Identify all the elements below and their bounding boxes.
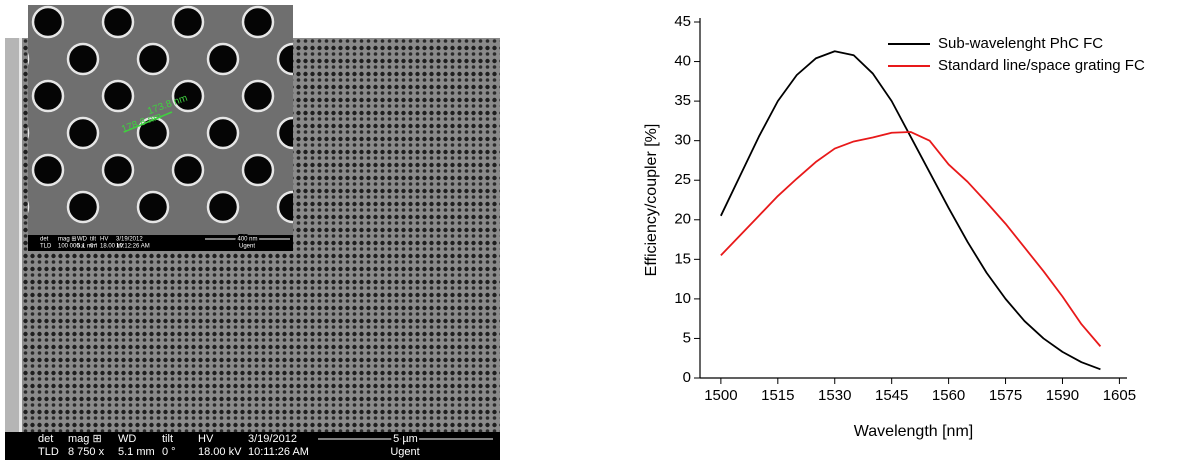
hole: [66, 190, 100, 224]
y-tick-label: 20: [674, 211, 691, 228]
lab-name: Ugent: [239, 244, 255, 250]
y-axis-label: Efficiency/coupler [%]: [643, 124, 660, 277]
info-header: tilt: [90, 237, 96, 243]
lab-name: Ugent: [390, 446, 419, 458]
info-value: TLD: [40, 244, 52, 250]
info-header: tilt: [162, 433, 173, 445]
y-tick-label: 35: [674, 92, 691, 109]
hole: [206, 116, 240, 150]
info-header: WD: [118, 433, 136, 445]
info-value: 100 000 x: [58, 244, 84, 250]
info-value: 10:12:26 AM: [116, 244, 150, 250]
hole: [31, 79, 65, 113]
hole: [241, 153, 275, 187]
hole: [276, 190, 293, 224]
hole: [171, 153, 205, 187]
hole: [171, 79, 205, 113]
hole: [136, 190, 170, 224]
info-value: 18.00 kV: [100, 244, 124, 250]
sem-inset: 173.8 nm 178.8 nm: [28, 5, 293, 251]
info-value: 10:11:26 AM: [248, 446, 309, 458]
series-line: [720, 50, 1101, 371]
info-value: TLD: [38, 446, 59, 458]
scale-label: 400 nm: [237, 237, 257, 243]
legend-label: Sub-wavelenght PhC FC: [938, 35, 1103, 52]
y-tick-label: 5: [683, 329, 691, 346]
hole: [171, 5, 205, 39]
x-tick-label: 1500: [704, 387, 737, 404]
x-tick-label: 1605: [1103, 387, 1136, 404]
y-tick-label: 30: [674, 132, 691, 149]
hole: [101, 153, 135, 187]
hole: [136, 116, 170, 150]
edge-highlight: [19, 38, 22, 432]
info-header: 3/19/2012: [248, 433, 297, 445]
x-tick-label: 1575: [989, 387, 1022, 404]
hole: [241, 5, 275, 39]
info-value: 8 750 x: [68, 446, 105, 458]
hole: [136, 42, 170, 76]
hole: [66, 42, 100, 76]
info-header: mag ⊞: [68, 433, 102, 445]
info-value: 0 °: [162, 446, 176, 458]
x-tick-label: 1545: [875, 387, 908, 404]
info-value: 0 °: [90, 244, 98, 250]
info-header: 3/19/2012: [116, 237, 143, 243]
hole: [101, 5, 135, 39]
info-header: HV: [198, 433, 214, 445]
info-value: 5.1 mm: [77, 244, 97, 250]
info-value: 5.1 mm: [118, 446, 155, 458]
y-tick-label: 0: [683, 369, 691, 386]
x-tick-label: 1515: [761, 387, 794, 404]
info-header: det: [38, 433, 53, 445]
hole: [31, 153, 65, 187]
hole: [66, 116, 100, 150]
hole: [206, 190, 240, 224]
legend-label: Standard line/space grating FC: [938, 57, 1145, 74]
x-tick-label: 1590: [1046, 387, 1079, 404]
info-header: mag ⊞: [58, 237, 76, 243]
y-tick-label: 40: [674, 53, 691, 70]
hole: [31, 5, 65, 39]
plot: 0 5 10 15 20 25 30 35 40 45 1500 1515 1530 1545 1560 15…: [643, 13, 1145, 440]
y-tick-label: 10: [674, 290, 691, 307]
info-header: HV: [100, 237, 108, 243]
measure-line: [123, 111, 173, 133]
y-tick-label: 25: [674, 171, 691, 188]
hole: [276, 116, 293, 150]
info-header: WD: [77, 237, 88, 243]
hole: [101, 79, 135, 113]
x-tick-label: 1530: [818, 387, 851, 404]
x-tick-label: 1560: [932, 387, 965, 404]
waveguide-edge: [5, 38, 22, 432]
scale-label: 5 µm: [393, 433, 418, 445]
hole: [241, 79, 275, 113]
x-axis-label: Wavelength [nm]: [854, 423, 973, 440]
y-tick-label: 45: [674, 13, 691, 30]
hole: [206, 42, 240, 76]
info-header: det: [40, 237, 49, 243]
info-bar: [5, 432, 500, 460]
series-line: [720, 131, 1102, 347]
hole: [276, 42, 293, 76]
y-tick-label: 15: [674, 250, 691, 267]
info-value: 18.00 kV: [198, 446, 242, 458]
